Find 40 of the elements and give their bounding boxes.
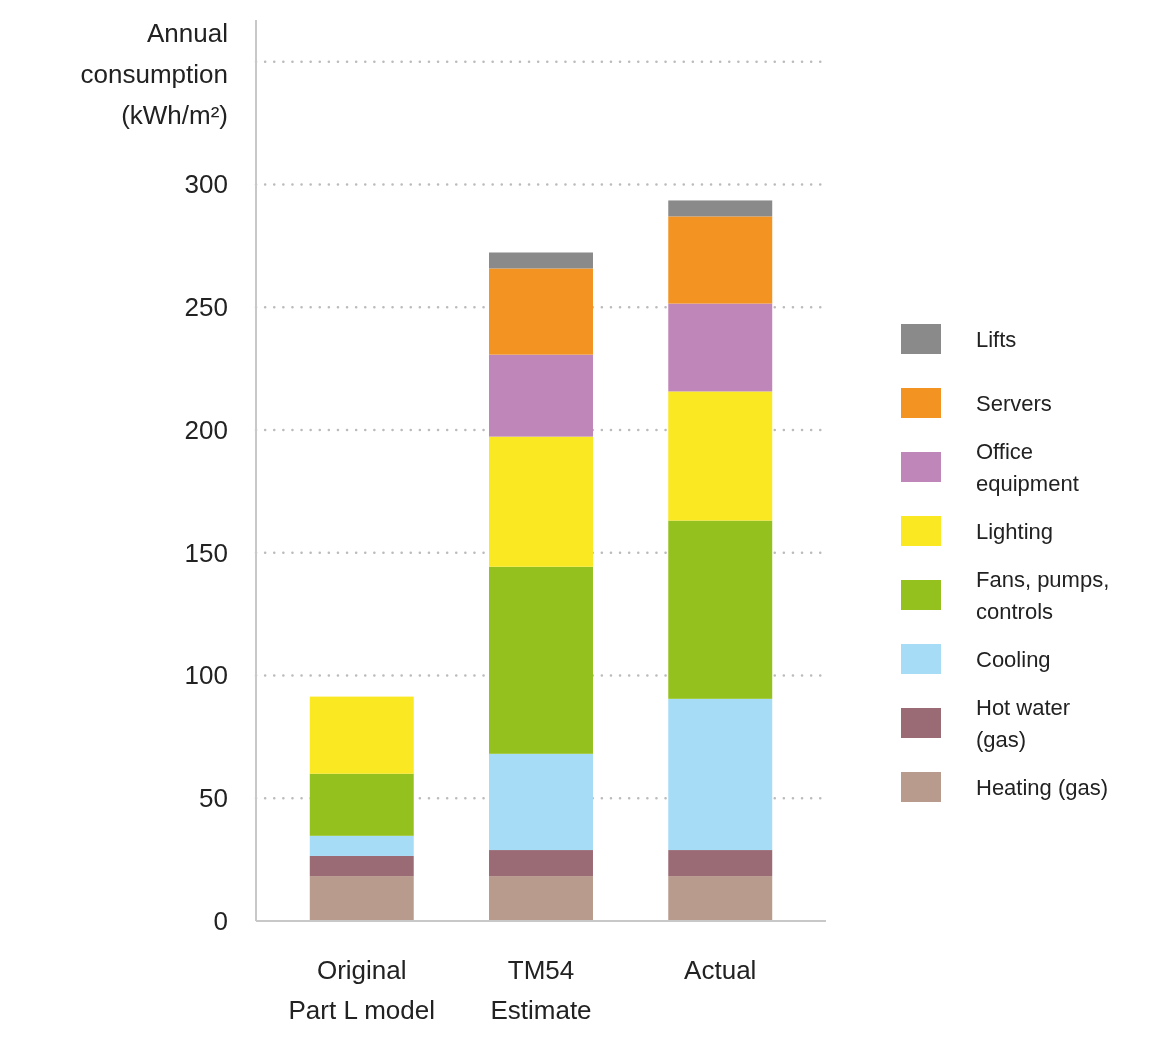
bar xyxy=(668,216,773,304)
y-axis-title: Annual consumption (kWh/m²) xyxy=(80,18,228,130)
bar xyxy=(309,835,414,856)
bar xyxy=(489,268,593,355)
bar xyxy=(668,850,773,877)
bar xyxy=(668,876,773,921)
y-tick-label: 200 xyxy=(184,414,228,445)
x-tick-label: Original Part L model xyxy=(288,955,435,1025)
bar xyxy=(668,520,773,699)
bar xyxy=(309,696,414,774)
bar xyxy=(489,436,593,567)
bar xyxy=(309,855,414,877)
x-tick-label: TM54 Estimate xyxy=(490,955,592,1025)
y-tick-label: 300 xyxy=(184,169,228,200)
legend-label: Office equipment xyxy=(976,438,1079,496)
y-tick-label: 100 xyxy=(184,660,228,691)
bar xyxy=(489,252,593,269)
bar xyxy=(489,850,593,877)
bar xyxy=(489,566,593,754)
bar xyxy=(668,391,773,521)
bar xyxy=(668,698,773,851)
y-tick-label: 50 xyxy=(199,783,228,814)
bar xyxy=(489,753,593,851)
bar xyxy=(489,354,593,437)
bar xyxy=(489,876,593,921)
bar xyxy=(309,876,414,921)
legend-label: Servers xyxy=(976,390,1052,416)
x-tick-label: Actual xyxy=(684,955,757,985)
legend-label: Fans, pumps, controls xyxy=(976,566,1110,624)
legend-label: Cooling xyxy=(976,646,1051,672)
bar xyxy=(668,200,773,217)
y-tick-label: 0 xyxy=(213,906,228,936)
legend-label: Hot water (gas) xyxy=(976,694,1071,752)
y-tick-label: 150 xyxy=(184,537,228,568)
y-tick-label: 250 xyxy=(184,292,228,323)
legend-label: Lighting xyxy=(976,518,1054,544)
legend-label: Lifts xyxy=(976,326,1017,352)
bar xyxy=(309,773,414,836)
legend-label: Heating (gas) xyxy=(976,774,1109,800)
bar xyxy=(668,303,773,392)
